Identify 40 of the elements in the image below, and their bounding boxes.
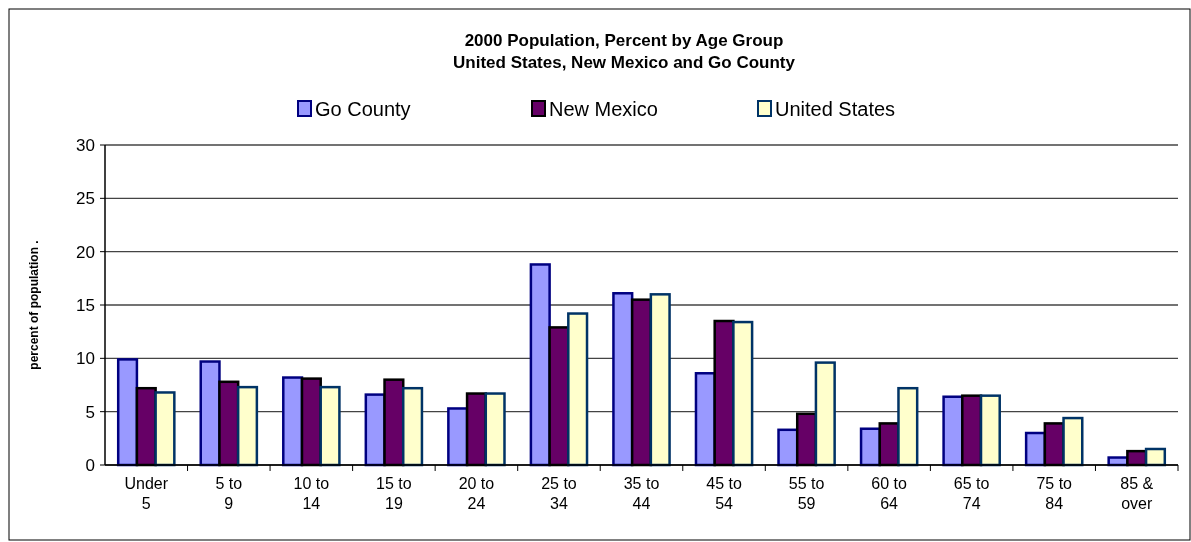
x-tick-label: 25 to 34 — [541, 475, 577, 512]
bar — [319, 385, 341, 467]
x-tick-label: 85 & over — [1120, 475, 1154, 512]
bar — [1062, 416, 1084, 467]
bar — [567, 312, 589, 467]
x-tick-label: 60 to 64 — [871, 475, 908, 512]
y-tick-label: 10 — [76, 349, 95, 369]
x-tick-label: Under 5 — [124, 475, 169, 512]
y-tick-label: 25 — [76, 189, 95, 209]
x-tick-label: 35 to 44 — [623, 475, 660, 512]
bar — [116, 358, 139, 467]
x-tick-label: 15 to 19 — [376, 475, 412, 512]
x-tick-label: 45 to 54 — [706, 475, 742, 512]
y-tick-label: 15 — [76, 296, 95, 315]
x-tick-label: 20 to 24 — [458, 475, 495, 512]
bar — [199, 360, 221, 467]
bar — [732, 320, 754, 467]
x-tick-label: 10 to 14 — [293, 475, 330, 512]
x-tick-label: 75 to 84 — [1036, 475, 1073, 512]
bar — [897, 386, 919, 467]
x-tick-label: 65 to 74 — [953, 475, 990, 512]
chart-subtitle: United States, New Mexico and Go County — [453, 53, 796, 72]
y-axis-title: percent of population . — [27, 240, 41, 370]
bar — [236, 385, 259, 467]
y-tick-label: 0 — [85, 456, 95, 475]
bar — [484, 392, 506, 467]
chart-title: 2000 Population, Percent by Age Group — [464, 31, 784, 50]
x-tick-label: 55 to 59 — [788, 475, 825, 512]
legend-label: United States — [775, 98, 896, 120]
bar — [401, 386, 424, 467]
x-tick-label: 5 to 9 — [215, 475, 243, 512]
bar — [154, 391, 176, 467]
bar — [649, 293, 671, 467]
y-tick-label: 30 — [76, 136, 95, 155]
y-tick-label: 20 — [76, 242, 95, 262]
legend-label: Go County — [315, 98, 411, 120]
legend-label: New Mexico — [549, 98, 658, 120]
y-tick-label: 5 — [85, 402, 95, 422]
bar — [814, 361, 836, 467]
bar — [979, 394, 1001, 467]
